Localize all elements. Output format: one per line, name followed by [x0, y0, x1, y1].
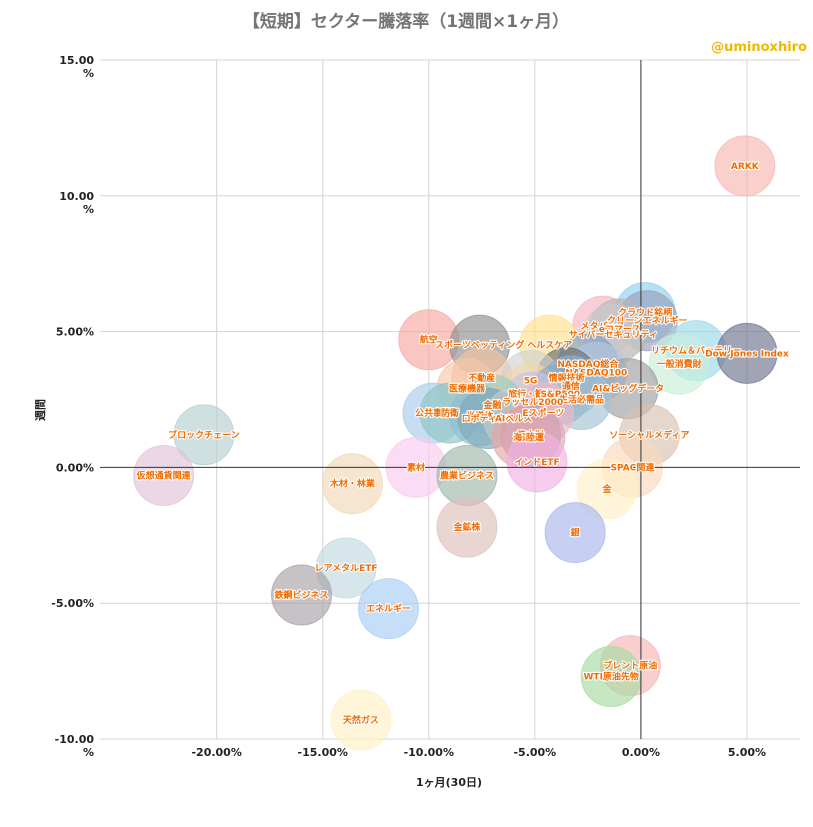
bubble-label: メタバース: [580, 320, 625, 332]
bubble-label: インドETF: [514, 457, 559, 468]
bubble-label: 医療機器: [449, 383, 486, 395]
bubble-label: ソーシャルメディア: [609, 429, 689, 441]
x-tick-label: -5.00%: [513, 746, 556, 759]
bubble: [330, 689, 392, 751]
bubble-label: 不動産: [468, 372, 495, 384]
bubble-label: 木材・林業: [329, 478, 376, 490]
x-tick-label: 0.00%: [622, 746, 660, 759]
bubble-label: 情報技術: [548, 372, 585, 384]
bubble-label: SPAC関連: [611, 461, 656, 473]
zero-axes: [100, 60, 800, 739]
bubble-label: ロボティクス: [462, 413, 515, 425]
bubble-label: 銀: [571, 527, 580, 539]
chart-title: 【短期】セクター騰落率（1週間×1ヶ月）: [243, 11, 569, 32]
y-tick-label: 15.00%: [59, 54, 94, 80]
bubble-label: 金鉱株: [452, 521, 481, 533]
bubble-label: ラッセル2000: [502, 397, 563, 408]
bubble-label: 農業ビジネス: [440, 470, 494, 482]
bubble: [506, 431, 568, 493]
bubble-label: スポーツベッティング: [435, 339, 524, 351]
y-tick-label: -5.00%: [51, 597, 94, 610]
bubble-label: 通信: [562, 380, 580, 392]
x-tick-label: -20.00%: [191, 746, 241, 759]
bubble: [716, 322, 778, 384]
bubble-label: 半導体: [466, 410, 494, 422]
bubble-label: 資本財: [517, 429, 544, 441]
bubble-label: 天然ガス: [343, 714, 379, 726]
bubble-label: 鉄鋼ビジネス: [275, 589, 329, 601]
bubble-label: 仮想通貨関連: [136, 470, 192, 482]
x-tick-label: 5.00%: [728, 746, 766, 759]
bubble-label: 公共事業: [415, 407, 452, 419]
bubble: [648, 333, 710, 395]
bubble-label: NASDAQ総合: [557, 358, 619, 370]
bubble-label: 一般消費財: [657, 358, 702, 370]
bubble: [173, 404, 235, 466]
bubble-label: 5G: [524, 376, 538, 386]
bubble: [133, 445, 195, 507]
bubble-label: 素材: [407, 461, 425, 473]
bubble-label: レアメタルETF: [315, 562, 378, 574]
bubble-label: AIヘルス: [495, 414, 532, 425]
bubble: [357, 578, 419, 640]
bubble: [714, 135, 776, 197]
author-handle: @uminoxhiro: [711, 40, 807, 55]
bubble-label: S&P500: [540, 390, 580, 400]
x-axis-label: 1ヶ月(30日): [416, 776, 482, 789]
bubble-label: ヘルスケア: [527, 340, 572, 351]
tick-labels: 15.00 % 10.00 % 5.00% 0.00% -5.00% -10.00% -20.0…: [51, 54, 766, 759]
bubble-label: 金融: [482, 399, 501, 411]
bubble-label: 海運: [513, 432, 531, 444]
bubble: [271, 564, 333, 626]
bubble-label: リチウム＆バッテリー: [651, 346, 741, 357]
bubble-label: ブロックチェーン: [168, 429, 240, 441]
y-tick-label: 5.00%: [56, 326, 94, 339]
bubble: [321, 453, 383, 515]
bubble-label: クラウド銘柄: [618, 307, 672, 319]
bubble-label: クリーンエネルギー: [607, 315, 688, 327]
bubble: [544, 502, 606, 564]
bubble-labels: ARKK クラウド銘柄クリーンエネルギーメタバースeコマースサイバーセキュリティリ…: [135, 161, 791, 727]
bubbles: [133, 135, 778, 751]
bubble-label: 生活必需品: [559, 394, 604, 406]
bubble-label: NASDAQ100: [565, 368, 627, 378]
bubble-label: eコマース: [599, 324, 641, 335]
bubble-label: 金: [601, 483, 612, 495]
bubble-label: WTI原油先物: [584, 671, 639, 683]
y-tick-label: 10.00%: [59, 190, 94, 216]
y-tick-label: -10.00%: [55, 733, 95, 759]
y-tick-label: 0.00%: [56, 461, 94, 474]
bubble-label: サイバーセキュリティ: [569, 329, 658, 340]
bubble-label: ARKK: [731, 162, 760, 172]
bubble: [436, 496, 498, 558]
bubble-label: エネルギー: [366, 603, 411, 615]
bubble-label: 防衛: [441, 407, 459, 419]
bubble-label: AI&ビッグデータ: [592, 383, 664, 395]
bubble-label: Eスポーツ: [522, 407, 564, 419]
bubble-label: 陸運: [526, 432, 544, 444]
bubble-label: 航空: [420, 334, 438, 346]
x-tick-label: -15.00%: [298, 746, 348, 759]
x-tick-label: -10.00%: [404, 746, 454, 759]
bubble: [576, 458, 638, 520]
bubble-label: 旅行・観光: [508, 388, 553, 400]
bubble-label: ブレント原油: [603, 660, 657, 672]
bubble: [315, 537, 377, 599]
y-axis-label: 週間: [33, 399, 47, 421]
bubble-label: Dow Jones Index: [705, 349, 789, 359]
